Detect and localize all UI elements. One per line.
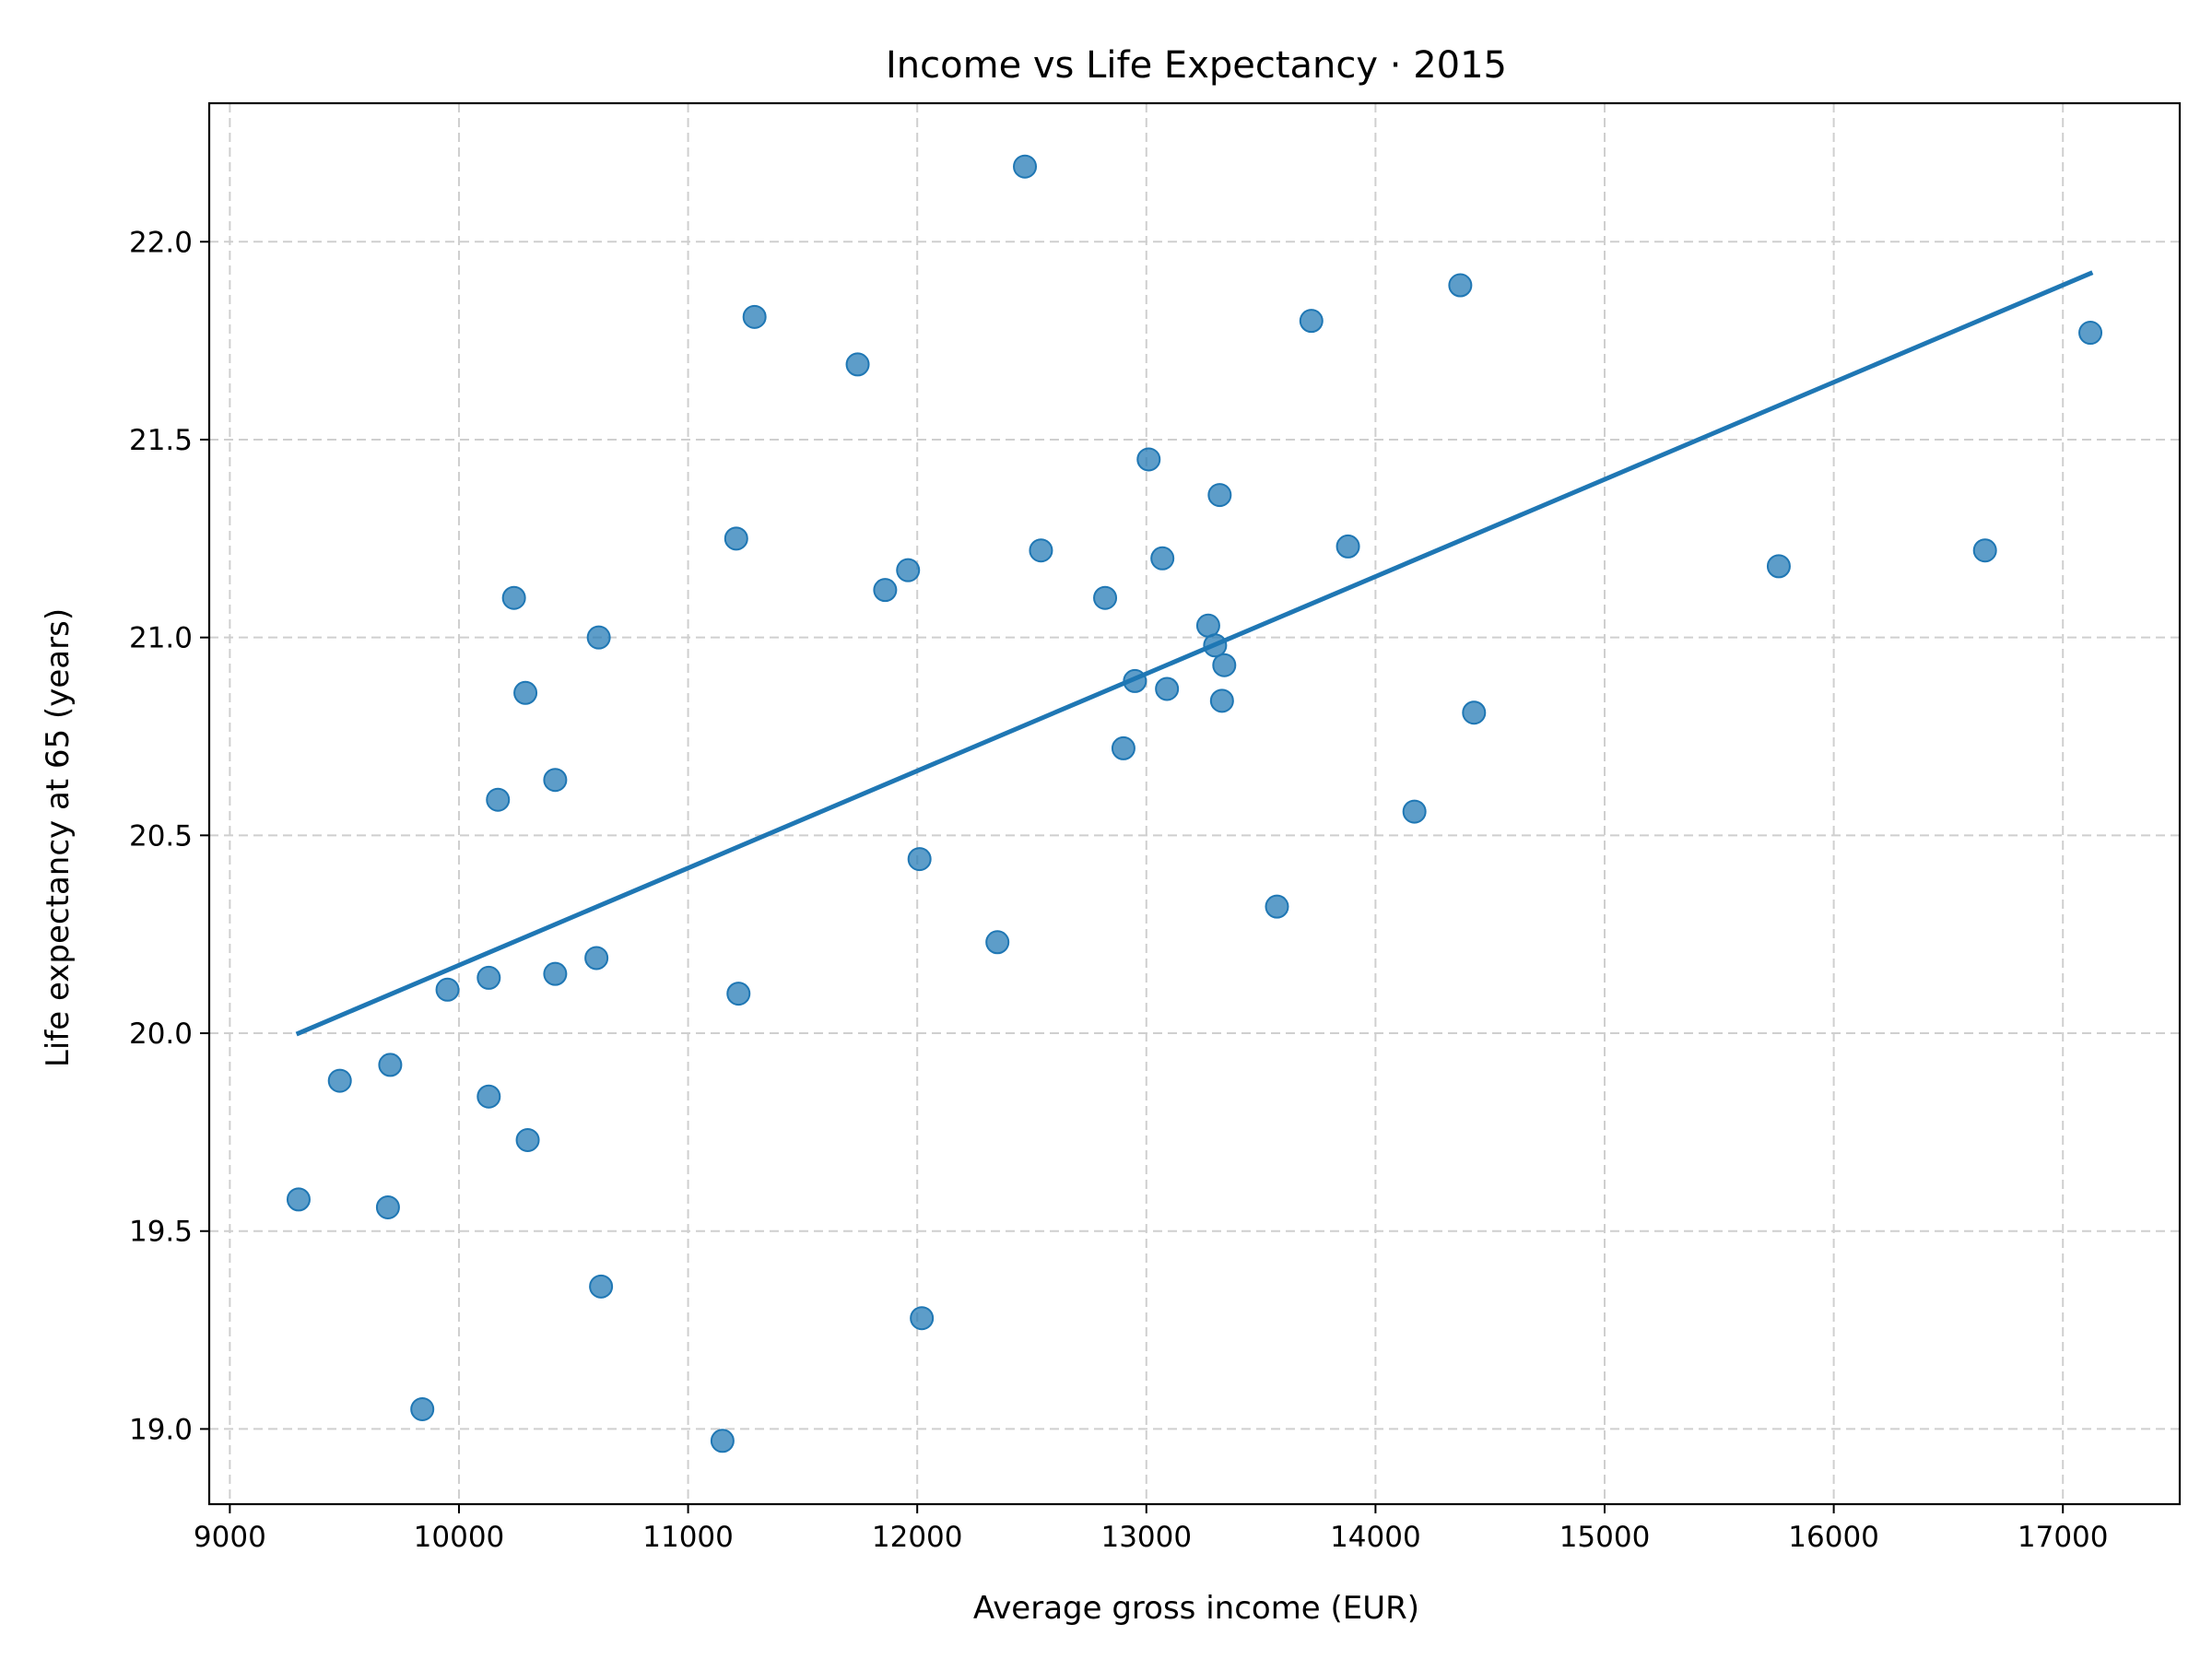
- scatter-point: [375, 1194, 400, 1219]
- scatter-point: [845, 352, 870, 377]
- x-axis-ticks: 9000 10000 11000 12000 13000 14000 15000 16000 1…: [194, 1504, 2109, 1554]
- plot-frame: [207, 101, 2182, 1506]
- x-tick-label: 10000: [414, 1521, 505, 1554]
- x-tick-label: 15000: [1559, 1521, 1651, 1554]
- x-tick-label: 12000: [872, 1521, 963, 1554]
- x-tick-label: 11000: [642, 1521, 734, 1554]
- scatter-point: [477, 1084, 501, 1109]
- y-tick-label: 19.0: [129, 1413, 193, 1446]
- y-axis-label: Life expectancy at 65 (years): [40, 608, 76, 1067]
- scatter-point: [513, 680, 538, 705]
- scatter-point: [1111, 735, 1135, 760]
- x-tick-label: 9000: [194, 1521, 266, 1554]
- scatter-point: [515, 1127, 540, 1152]
- scatter-point: [586, 625, 611, 650]
- scatter-point: [486, 787, 511, 812]
- y-tick-label: 20.0: [129, 1018, 193, 1051]
- grid: [209, 103, 2180, 1504]
- scatter-point: [873, 578, 898, 603]
- y-axis-ticks: 19.0 19.5 20.0 20.5 21.0 21.5 22.0: [129, 226, 209, 1446]
- scatter-point: [477, 965, 501, 990]
- scatter-point: [1335, 534, 1360, 559]
- scatter-point: [543, 961, 568, 986]
- scatter-point: [710, 1429, 735, 1453]
- scatter-point: [1195, 613, 1220, 638]
- scatter-point: [1136, 447, 1161, 472]
- scatter-point: [1123, 668, 1147, 693]
- y-tick-label: 19.5: [129, 1216, 193, 1249]
- trendline: [295, 270, 2094, 1037]
- y-tick-label: 22.0: [129, 226, 193, 259]
- x-tick-label: 13000: [1100, 1521, 1192, 1554]
- scatter-point: [1013, 154, 1038, 179]
- y-tick-label: 20.5: [129, 819, 193, 853]
- scatter-point: [1766, 554, 1791, 579]
- chart-title: Income vs Life Expectancy · 2015: [886, 44, 1507, 87]
- scatter-point: [378, 1053, 403, 1077]
- scatter-point: [1462, 700, 1487, 725]
- scatter-point: [724, 526, 748, 551]
- scatter-point: [501, 585, 526, 610]
- scatter-point: [985, 930, 1010, 955]
- x-axis-label: Average gross income (EUR): [973, 1590, 1419, 1627]
- scatter-point: [1209, 688, 1234, 713]
- scatter-point: [1093, 585, 1118, 610]
- scatter-point: [1265, 894, 1289, 919]
- scatter-point: [286, 1187, 311, 1212]
- scatter-point: [896, 558, 921, 582]
- scatter-point: [1212, 653, 1237, 677]
- x-tick-label: 16000: [1788, 1521, 1879, 1554]
- scatter-point: [327, 1068, 352, 1093]
- x-tick-label: 14000: [1330, 1521, 1421, 1554]
- scatter-point: [1207, 483, 1232, 508]
- scatter-point: [1299, 309, 1324, 334]
- scatter-point: [435, 977, 460, 1002]
- scatter-point: [1150, 546, 1175, 571]
- scatter-point: [410, 1396, 435, 1421]
- trendline-layer: [295, 270, 2094, 1037]
- scatter-point: [1203, 633, 1228, 658]
- scatter-point: [1402, 799, 1427, 824]
- scatter-point: [2078, 321, 2103, 346]
- y-tick-label: 21.0: [129, 622, 193, 655]
- scatter-point: [1972, 538, 1997, 563]
- scatter-point: [910, 1306, 935, 1331]
- scatter-point: [1448, 273, 1473, 298]
- scatter-point: [742, 304, 767, 329]
- scatter-point: [543, 768, 568, 793]
- scatter-points: [286, 154, 2103, 1453]
- scatter-point: [1029, 538, 1053, 563]
- scatter-point: [584, 946, 609, 971]
- scatter-point: [1155, 677, 1180, 701]
- y-tick-label: 21.5: [129, 424, 193, 457]
- x-tick-label: 17000: [2018, 1521, 2109, 1554]
- scatter-point: [907, 847, 932, 872]
- scatter-point: [726, 982, 751, 1006]
- scatter-point: [589, 1274, 614, 1299]
